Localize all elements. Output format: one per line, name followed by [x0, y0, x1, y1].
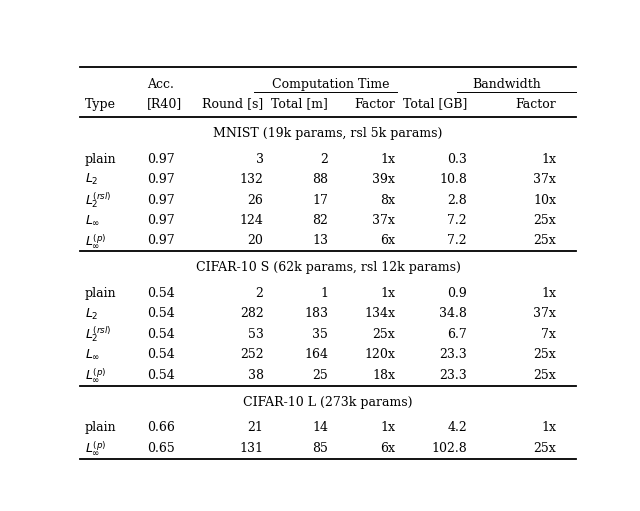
- Text: 88: 88: [312, 173, 328, 186]
- Text: plain: plain: [85, 287, 116, 300]
- Text: 14: 14: [312, 422, 328, 434]
- Text: 85: 85: [312, 442, 328, 455]
- Text: 1x: 1x: [541, 287, 556, 300]
- Text: Total [m]: Total [m]: [271, 98, 328, 110]
- Text: 39x: 39x: [372, 173, 395, 186]
- Text: Factor: Factor: [515, 98, 556, 110]
- Text: 1x: 1x: [380, 287, 395, 300]
- Text: 0.9: 0.9: [447, 287, 467, 300]
- Text: 10.8: 10.8: [439, 173, 467, 186]
- Text: 26: 26: [248, 194, 264, 206]
- Text: CIFAR-10 L (273k params): CIFAR-10 L (273k params): [243, 396, 413, 409]
- Text: 2: 2: [255, 287, 264, 300]
- Text: 2: 2: [320, 153, 328, 166]
- Text: 6x: 6x: [380, 442, 395, 455]
- Text: 0.97: 0.97: [147, 194, 175, 206]
- Text: 37x: 37x: [533, 308, 556, 320]
- Text: $L_\infty$: $L_\infty$: [85, 349, 100, 361]
- Text: 102.8: 102.8: [431, 442, 467, 455]
- Text: Acc.: Acc.: [147, 78, 174, 91]
- Text: 3: 3: [255, 153, 264, 166]
- Text: 0.97: 0.97: [147, 153, 175, 166]
- Text: 20: 20: [248, 235, 264, 247]
- Text: plain: plain: [85, 422, 116, 434]
- Text: 1x: 1x: [380, 153, 395, 166]
- Text: Type: Type: [85, 98, 116, 110]
- Text: 25: 25: [312, 369, 328, 382]
- Text: 131: 131: [239, 442, 264, 455]
- Text: CIFAR-10 S (62k params, rsl 12k params): CIFAR-10 S (62k params, rsl 12k params): [196, 262, 460, 274]
- Text: $L_\infty^{(p)}$: $L_\infty^{(p)}$: [85, 366, 106, 384]
- Text: 37x: 37x: [372, 214, 395, 227]
- Text: 7x: 7x: [541, 328, 556, 341]
- Text: 8x: 8x: [380, 194, 395, 206]
- Text: 6x: 6x: [380, 235, 395, 247]
- Text: [R40]: [R40]: [147, 98, 182, 110]
- Text: 25x: 25x: [533, 442, 556, 455]
- Text: 0.97: 0.97: [147, 235, 175, 247]
- Text: 25x: 25x: [372, 328, 395, 341]
- Text: $L_\infty^{(p)}$: $L_\infty^{(p)}$: [85, 232, 106, 250]
- Text: 7.2: 7.2: [447, 214, 467, 227]
- Text: 6.7: 6.7: [447, 328, 467, 341]
- Text: 13: 13: [312, 235, 328, 247]
- Text: 25x: 25x: [533, 235, 556, 247]
- Text: 252: 252: [240, 349, 264, 361]
- Text: 134x: 134x: [364, 308, 395, 320]
- Text: 17: 17: [312, 194, 328, 206]
- Text: 1x: 1x: [541, 422, 556, 434]
- Text: 25x: 25x: [533, 214, 556, 227]
- Text: 164: 164: [304, 349, 328, 361]
- Text: $L_2$: $L_2$: [85, 172, 99, 187]
- Text: 18x: 18x: [372, 369, 395, 382]
- Text: 37x: 37x: [533, 173, 556, 186]
- Text: 120x: 120x: [364, 349, 395, 361]
- Text: 34.8: 34.8: [439, 308, 467, 320]
- Text: 21: 21: [248, 422, 264, 434]
- Text: MNIST (19k params, rsl 5k params): MNIST (19k params, rsl 5k params): [213, 127, 443, 140]
- Text: Round [s]: Round [s]: [202, 98, 264, 110]
- Text: $L_2^{(rsl)}$: $L_2^{(rsl)}$: [85, 190, 111, 210]
- Text: 0.97: 0.97: [147, 173, 175, 186]
- Text: 23.3: 23.3: [439, 349, 467, 361]
- Text: 38: 38: [248, 369, 264, 382]
- Text: $L_2$: $L_2$: [85, 307, 99, 321]
- Text: Bandwidth: Bandwidth: [472, 78, 541, 91]
- Text: $L_\infty^{(p)}$: $L_\infty^{(p)}$: [85, 439, 106, 457]
- Text: 1x: 1x: [541, 153, 556, 166]
- Text: $L_\infty$: $L_\infty$: [85, 214, 100, 227]
- Text: 25x: 25x: [533, 349, 556, 361]
- Text: 0.65: 0.65: [147, 442, 175, 455]
- Text: Factor: Factor: [354, 98, 395, 110]
- Text: 0.54: 0.54: [147, 328, 175, 341]
- Text: 0.3: 0.3: [447, 153, 467, 166]
- Text: 1: 1: [320, 287, 328, 300]
- Text: 53: 53: [248, 328, 264, 341]
- Text: Computation Time: Computation Time: [272, 78, 389, 91]
- Text: 2.8: 2.8: [447, 194, 467, 206]
- Text: 0.97: 0.97: [147, 214, 175, 227]
- Text: 35: 35: [312, 328, 328, 341]
- Text: $L_2^{(rsl)}$: $L_2^{(rsl)}$: [85, 324, 111, 344]
- Text: 0.54: 0.54: [147, 369, 175, 382]
- Text: 25x: 25x: [533, 369, 556, 382]
- Text: 282: 282: [240, 308, 264, 320]
- Text: 124: 124: [239, 214, 264, 227]
- Text: 4.2: 4.2: [447, 422, 467, 434]
- Text: 0.54: 0.54: [147, 287, 175, 300]
- Text: plain: plain: [85, 153, 116, 166]
- Text: 23.3: 23.3: [439, 369, 467, 382]
- Text: 7.2: 7.2: [447, 235, 467, 247]
- Text: 132: 132: [239, 173, 264, 186]
- Text: 0.54: 0.54: [147, 308, 175, 320]
- Text: Total [GB]: Total [GB]: [403, 98, 467, 110]
- Text: 1x: 1x: [380, 422, 395, 434]
- Text: 0.54: 0.54: [147, 349, 175, 361]
- Text: 0.66: 0.66: [147, 422, 175, 434]
- Text: 82: 82: [312, 214, 328, 227]
- Text: 183: 183: [304, 308, 328, 320]
- Text: 10x: 10x: [533, 194, 556, 206]
